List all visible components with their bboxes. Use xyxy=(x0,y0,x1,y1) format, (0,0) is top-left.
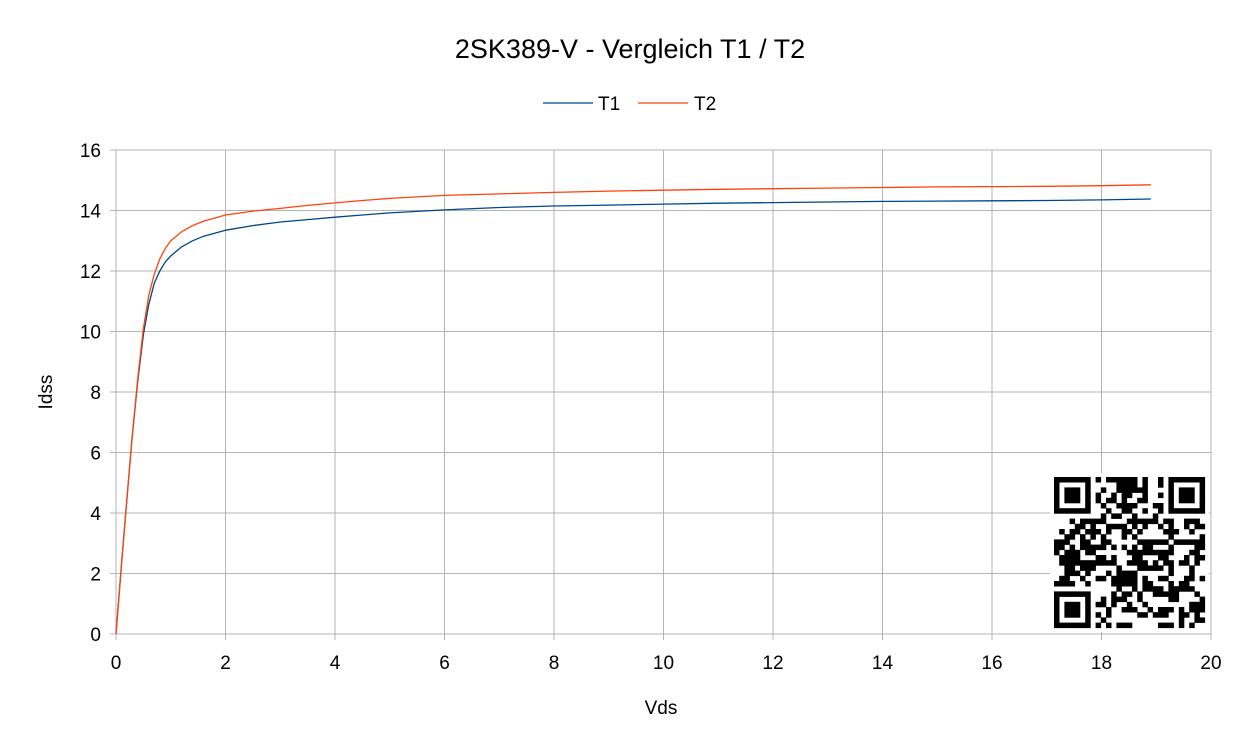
y-tick-label: 12 xyxy=(80,262,101,283)
legend-label-t2: T2 xyxy=(694,94,716,115)
y-tick-label: 10 xyxy=(80,323,101,344)
x-tick-label: 12 xyxy=(762,653,783,674)
qr-code-icon xyxy=(1050,473,1209,632)
x-tick-label: 10 xyxy=(653,653,674,674)
series-line-t1 xyxy=(115,198,1151,635)
x-tick-label: 2 xyxy=(220,653,231,674)
y-axis-title: Idss xyxy=(36,375,57,410)
y-tick-label: 4 xyxy=(90,504,101,525)
x-tick-label: 8 xyxy=(549,653,560,674)
y-tick-label: 0 xyxy=(90,625,101,646)
x-axis-title: Vds xyxy=(645,698,678,719)
series-lines xyxy=(115,184,1151,635)
legend: T1 T2 xyxy=(543,94,716,115)
x-tick-label: 4 xyxy=(330,653,341,674)
series-line-t2 xyxy=(115,184,1151,635)
x-tick-label: 14 xyxy=(872,653,894,674)
x-tick-label: 0 xyxy=(111,653,122,674)
y-tick-label: 2 xyxy=(90,565,101,586)
y-tick-label: 8 xyxy=(90,383,101,404)
legend-label-t1: T1 xyxy=(598,94,620,115)
grid xyxy=(110,149,1212,640)
x-tick-label: 16 xyxy=(981,653,1002,674)
y-tick-label: 6 xyxy=(90,444,101,465)
x-tick-label: 18 xyxy=(1091,653,1112,674)
y-tick-label: 14 xyxy=(80,202,102,223)
y-axis-ticks: 0 2 4 6 8 10 12 14 16 xyxy=(80,141,102,646)
x-tick-label: 20 xyxy=(1200,653,1221,674)
chart-title: 2SK389-V - Vergleich T1 / T2 xyxy=(455,34,805,64)
x-axis-ticks: 0 2 4 6 8 10 12 14 16 18 20 xyxy=(111,653,1222,674)
x-tick-label: 6 xyxy=(439,653,450,674)
y-tick-label: 16 xyxy=(80,141,101,162)
